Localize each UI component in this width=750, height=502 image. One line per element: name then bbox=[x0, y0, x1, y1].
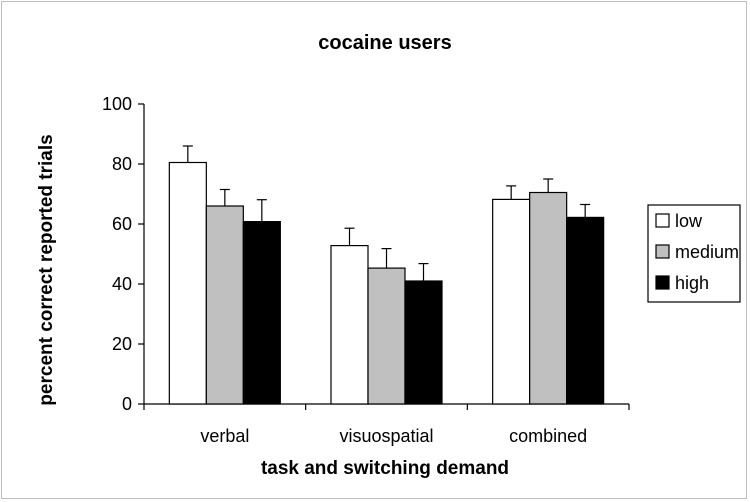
legend-swatch bbox=[655, 275, 670, 290]
y-tick-label: 100 bbox=[102, 94, 132, 114]
y-tick-label: 40 bbox=[112, 274, 132, 294]
bar bbox=[492, 198, 531, 405]
bar bbox=[330, 245, 369, 405]
y-tick-label: 60 bbox=[112, 214, 132, 234]
legend-swatch bbox=[655, 213, 670, 228]
y-tick-label: 80 bbox=[112, 154, 132, 174]
chart-title: cocaine users bbox=[318, 32, 451, 54]
bar bbox=[168, 161, 207, 405]
y-tick-label: 0 bbox=[122, 394, 132, 414]
x-tick-label: visuospatial bbox=[339, 426, 433, 446]
legend: low medium high bbox=[647, 204, 741, 303]
x-tick-label: verbal bbox=[200, 426, 249, 446]
y-axis-title: percent correct reported trials bbox=[36, 134, 57, 405]
legend-label: medium bbox=[675, 242, 739, 262]
bar bbox=[242, 221, 281, 405]
bar bbox=[404, 280, 443, 405]
bar bbox=[529, 191, 568, 405]
legend-label: low bbox=[675, 211, 703, 231]
bar bbox=[205, 205, 244, 405]
legend-swatch bbox=[655, 244, 670, 259]
bars bbox=[168, 145, 605, 405]
bar bbox=[367, 267, 406, 405]
x-tick-label: combined bbox=[509, 426, 587, 446]
bar bbox=[566, 216, 605, 405]
y-tick-label: 20 bbox=[112, 334, 132, 354]
x-axis-title: task and switching demand bbox=[261, 458, 509, 479]
legend-label: high bbox=[675, 273, 709, 293]
x-axis: verbal visuospatial combined bbox=[143, 403, 630, 446]
y-axis: 0 20 40 60 80 100 bbox=[102, 94, 145, 414]
